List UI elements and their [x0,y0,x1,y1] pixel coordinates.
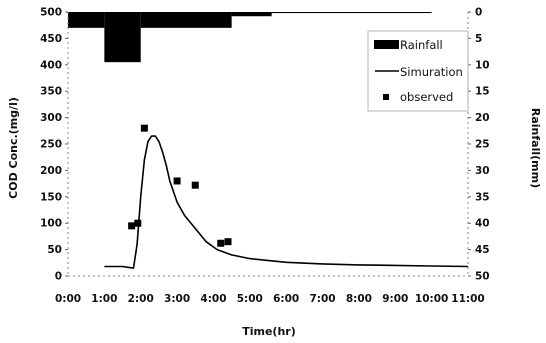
left-tick-label: 50 [47,244,62,256]
right-tick-label: 35 [475,191,490,203]
right-tick-label: 50 [475,271,490,283]
right-tick-label: 15 [475,86,490,98]
observed-point [191,181,199,189]
left-tick-label: 350 [40,86,62,98]
legend-rainfall-swatch [374,40,399,49]
rainfall-bar-4 [231,12,272,17]
observed-point [134,219,142,227]
right-tick-label: 10 [475,59,490,71]
y2-axis-title: Rainfall(mm) [529,108,542,188]
legend-rainfall-label: Rainfall [400,38,443,52]
right-tick-label: 40 [475,218,490,230]
simulation-series [104,135,469,269]
right-tick-label: 25 [475,139,490,151]
left-tick-label: 200 [40,165,62,177]
x-tick-label: 1:00 [91,293,117,305]
observed-point [217,239,225,247]
rainfall-bar-2 [104,12,141,63]
legend-observed-label: observed [400,90,453,104]
x-tick-label: 9:00 [382,293,408,305]
right-tick-label: 0 [475,7,482,19]
x-tick-label: 5:00 [237,293,263,305]
x-tick-label: 11:00 [451,293,484,305]
left-tick-label: 150 [40,191,62,203]
rainfall-bar-1 [68,12,105,28]
observed-series [128,124,232,247]
right-tick-label: 20 [475,112,490,124]
x-tick-label: 8:00 [346,293,372,305]
right-tick-label: 45 [475,244,490,256]
x-tick-label: 6:00 [273,293,299,305]
rainfall-bars [68,12,432,63]
observed-point [224,238,232,246]
right-tick-label: 5 [475,33,482,45]
legend-simulation-label: Simuration [400,65,463,79]
x-axis-ticks: 0:00 1:00 2:00 3:00 4:00 5:00 6:00 7:00 8:00 9:00… [55,293,485,305]
rainfall-bar-3 [140,12,232,28]
left-axis-ticks: 0 50 100 150 200 250 300 350 400 450 500 [40,7,68,283]
observed-point [128,222,136,230]
x-tick-label: 4:00 [200,293,226,305]
right-tick-label: 30 [475,165,490,177]
rainfall-bar-5 [271,12,432,14]
left-tick-label: 250 [40,139,62,151]
x-tick-label: 10:00 [415,293,448,305]
left-tick-label: 300 [40,112,62,124]
y-axis-title: COD Conc.(mg/l) [7,97,20,199]
x-tick-label: 7:00 [309,293,335,305]
left-tick-label: 0 [55,271,62,283]
legend-observed-swatch [383,94,389,100]
x-tick-label: 0:00 [55,293,81,305]
right-axis-ticks: 0 5 10 15 20 25 30 35 40 45 50 [468,7,490,283]
observed-point [173,177,181,185]
observed-point [140,124,148,132]
x-tick-label: 2:00 [128,293,154,305]
x-axis-title: Time(hr) [242,325,296,338]
left-tick-label: 400 [40,59,62,71]
left-tick-label: 450 [40,33,62,45]
left-tick-label: 100 [40,218,62,230]
legend: Rainfall Simuration observed [367,30,469,112]
simulation-line [104,135,469,269]
x-tick-label: 3:00 [164,293,190,305]
left-tick-label: 500 [40,7,62,19]
